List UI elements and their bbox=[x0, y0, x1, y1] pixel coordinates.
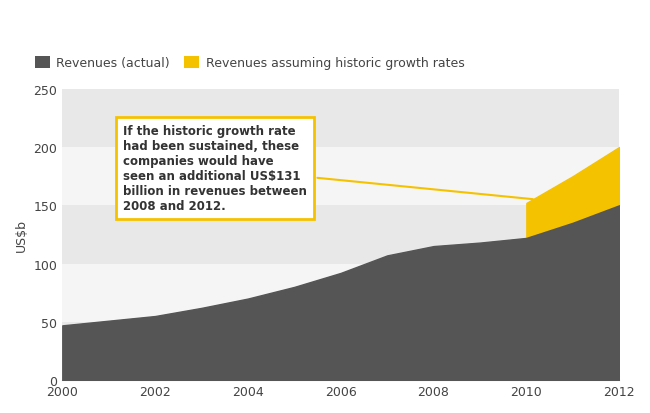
Bar bbox=[62, 206, 619, 264]
Bar bbox=[62, 147, 619, 206]
Bar bbox=[62, 90, 619, 147]
Legend: Revenues (actual), Revenues assuming historic growth rates: Revenues (actual), Revenues assuming his… bbox=[29, 52, 469, 75]
Text: If the historic growth rate
had been sustained, these
companies would have
seen : If the historic growth rate had been sus… bbox=[123, 124, 533, 212]
Y-axis label: US$b: US$b bbox=[15, 218, 28, 251]
Bar bbox=[62, 264, 619, 322]
Bar bbox=[62, 322, 619, 380]
